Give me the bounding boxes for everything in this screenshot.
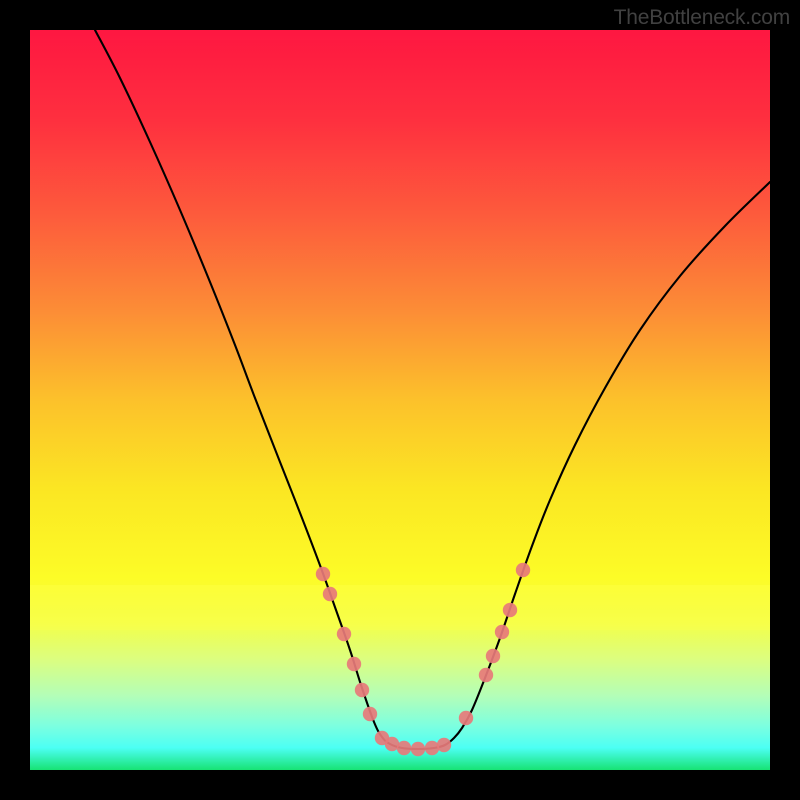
marker-left	[323, 587, 337, 601]
marker-right	[503, 603, 517, 617]
chart-container: TheBottleneck.com	[0, 0, 800, 800]
watermark-text: TheBottleneck.com	[614, 6, 790, 30]
marker-bottom	[397, 741, 411, 755]
marker-bottom	[411, 742, 425, 756]
marker-left	[363, 707, 377, 721]
marker-right	[516, 563, 530, 577]
marker-bottom	[437, 738, 451, 752]
marker-left	[347, 657, 361, 671]
highlight-band	[30, 585, 770, 630]
marker-left	[337, 627, 351, 641]
chart-svg	[0, 0, 800, 800]
gradient-bg	[30, 30, 770, 770]
marker-right	[486, 649, 500, 663]
marker-right	[459, 711, 473, 725]
marker-left	[316, 567, 330, 581]
marker-bottom	[425, 741, 439, 755]
marker-right	[495, 625, 509, 639]
marker-right	[479, 668, 493, 682]
marker-left	[355, 683, 369, 697]
